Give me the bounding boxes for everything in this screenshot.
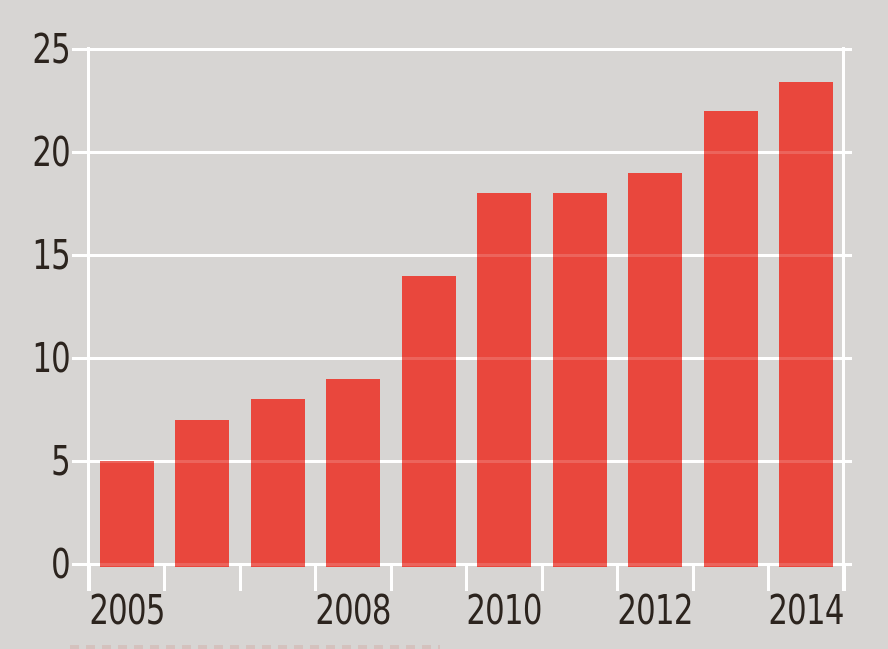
x-axis-tick-5 (465, 564, 468, 591)
gridline-overlay-15 (89, 253, 844, 257)
y-tick-label-10: 10 (32, 334, 70, 382)
x-axis-tick-3 (314, 564, 317, 591)
x-axis-tick-1 (163, 564, 166, 591)
x-axis-tick-10 (842, 564, 846, 591)
bar-2005 (99, 461, 154, 567)
gridline-0 (72, 562, 852, 566)
x-axis-tick-7 (616, 564, 619, 591)
y-tick-label-25: 25 (32, 25, 70, 73)
y-tick-label-5: 5 (51, 437, 71, 485)
x-tick-label-2012: 2012 (617, 586, 694, 634)
gridline-10 (72, 356, 852, 360)
bar-2010 (477, 193, 532, 567)
x-axis-tick-8 (691, 564, 695, 591)
gridline-5 (72, 459, 852, 463)
bar-2006 (175, 419, 230, 567)
gridline-15 (72, 253, 852, 257)
y-axis-line (87, 47, 90, 591)
y-tick-label-0: 0 (51, 540, 71, 588)
x-axis-tick-4 (389, 564, 393, 591)
bar-2009 (401, 275, 456, 567)
gridline-overlay-0 (89, 562, 844, 566)
x-axis-tick-2 (238, 564, 242, 591)
x-tick-label-2010: 2010 (466, 586, 543, 634)
cropped-caption-artifact (70, 645, 440, 649)
gridline-20 (72, 150, 852, 154)
x-tick-label-2014: 2014 (768, 586, 845, 634)
bar-2008 (326, 378, 381, 567)
bar-2013 (703, 110, 758, 567)
gridline-overlay-5 (89, 459, 844, 463)
x-axis-tick-9 (767, 564, 770, 591)
right-boundary-line (842, 47, 845, 591)
bar-2014 (779, 81, 834, 567)
x-axis-tick-6 (540, 564, 544, 591)
gridline-overlay-20 (89, 150, 844, 154)
bar-2012 (628, 172, 683, 567)
bar-2007 (250, 399, 305, 567)
x-axis-tick-0 (87, 564, 91, 591)
x-tick-label-2005: 2005 (89, 586, 165, 634)
y-tick-label-15: 15 (32, 231, 70, 279)
bar-2011 (552, 193, 607, 567)
gridline-overlay-10 (89, 356, 844, 360)
x-tick-label-2008: 2008 (315, 586, 392, 634)
y-tick-label-20: 20 (32, 128, 70, 176)
gridline-25 (72, 47, 852, 51)
